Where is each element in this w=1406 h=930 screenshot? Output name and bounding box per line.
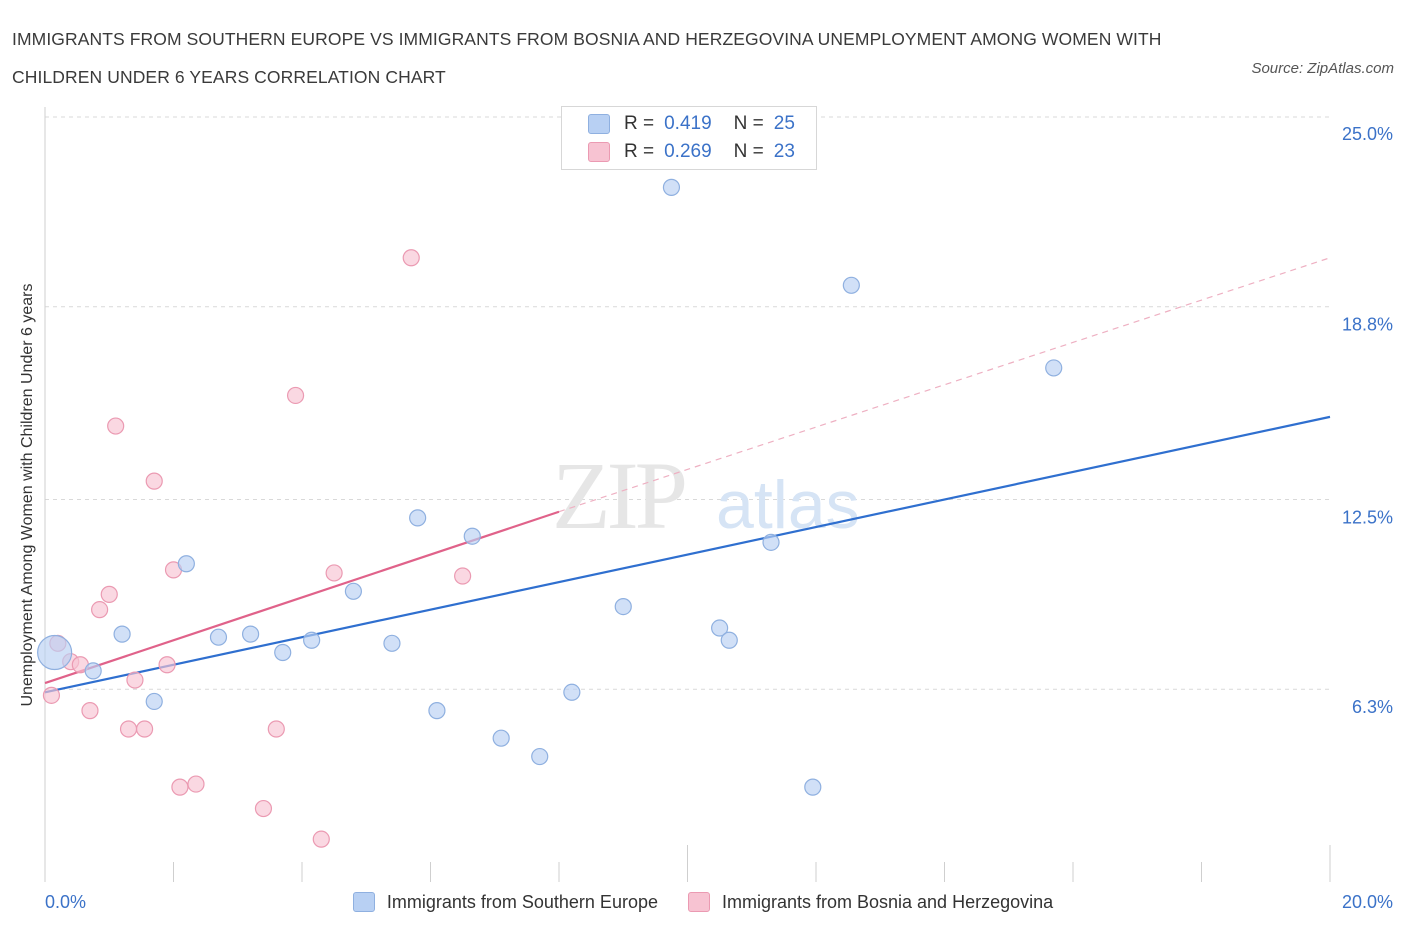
point-southern-europe	[531, 747, 549, 766]
chart-title: IMMIGRANTS FROM SOUTHERN EUROPE VS IMMIG…	[12, 29, 1162, 87]
watermark-zip: ZIP	[552, 442, 685, 549]
point-southern-europe	[428, 702, 446, 720]
point-southern-europe	[720, 631, 738, 649]
legend-label-bosnia: Immigrants from Bosnia and Herzegovina	[721, 891, 1054, 912]
y-axis-label: Unemployment Among Women with Children U…	[19, 283, 36, 707]
legend-r-label: R =	[624, 141, 655, 162]
series-legend: Immigrants from Southern Europe Immigran…	[0, 888, 1406, 916]
legend-n-value: 23	[773, 141, 795, 162]
axes	[44, 107, 1331, 882]
y-tick-label: 12.5%	[1342, 508, 1393, 528]
point-southern-europe	[463, 527, 481, 545]
point-southern-europe	[662, 178, 681, 196]
point-bosnia	[254, 799, 273, 818]
point-southern-europe	[804, 778, 822, 796]
data-points	[37, 178, 1063, 848]
point-southern-europe	[274, 643, 292, 662]
point-southern-europe	[614, 597, 632, 616]
point-bosnia	[126, 671, 144, 689]
point-bosnia	[312, 830, 330, 848]
point-southern-europe	[145, 692, 163, 711]
point-bosnia	[100, 585, 118, 603]
point-southern-europe	[383, 634, 401, 652]
point-bosnia	[81, 702, 99, 720]
point-bosnia	[402, 249, 420, 267]
legend-swatch-blue	[352, 892, 375, 912]
point-southern-europe	[344, 582, 362, 600]
point-southern-europe	[842, 276, 860, 294]
point-bosnia	[267, 720, 285, 738]
point-bosnia	[158, 656, 176, 674]
point-southern-europe	[177, 555, 195, 573]
point-southern-europe	[563, 683, 581, 701]
legend-item-southern-europe: Immigrants from Southern Europe	[352, 891, 658, 913]
point-bosnia	[286, 386, 305, 405]
legend-row-bosnia: R = 0.269 N = 23	[588, 140, 795, 164]
x-tick-label: 20.0%	[1342, 892, 1393, 912]
legend-r-value: 0.269	[664, 141, 712, 162]
point-southern-europe	[711, 619, 729, 637]
point-southern-europe	[209, 628, 228, 646]
y-tick-label: 18.8%	[1342, 315, 1393, 335]
point-southern-europe	[1045, 359, 1063, 377]
point-bosnia	[187, 775, 205, 793]
legend-row-southern-europe: R = 0.419 N = 25	[588, 112, 795, 136]
legend-swatch-pink	[588, 142, 610, 162]
point-bosnia	[119, 720, 138, 738]
legend-n-value: 25	[773, 113, 795, 134]
point-southern-europe	[762, 533, 780, 551]
point-bosnia	[135, 720, 154, 738]
point-bosnia	[454, 567, 472, 585]
y-tick-label: 6.3%	[1352, 697, 1393, 717]
watermark-atlas: atlas	[716, 467, 860, 543]
point-bosnia	[42, 686, 61, 704]
point-southern-europe	[409, 509, 427, 527]
point-bosnia	[171, 778, 189, 796]
trend-line-southern-europe	[44, 415, 1331, 694]
legend-n-label: N =	[733, 113, 764, 134]
y-tick-label: 25.0%	[1342, 124, 1393, 144]
trend-line-bosnia-extended	[558, 257, 1331, 513]
point-bosnia	[107, 417, 125, 435]
source-label: Source: ZipAtlas.com	[1251, 60, 1394, 77]
point-bosnia	[91, 601, 109, 619]
trend-line-bosnia	[44, 510, 560, 685]
legend-r-label: R =	[624, 113, 655, 134]
watermark: ZIP atlas	[552, 442, 860, 549]
grid-lines	[45, 116, 1330, 690]
point-bosnia	[325, 564, 343, 582]
point-southern-europe	[492, 729, 510, 747]
tick-labels: 6.3% 12.5% 18.8% 25.0% 0.0% 20.0%	[45, 124, 1393, 912]
legend-swatch-pink	[687, 892, 710, 912]
legend-item-bosnia: Immigrants from Bosnia and Herzegovina	[687, 891, 1054, 913]
correlation-legend: R = 0.419 N = 25 R = 0.269 N = 23	[561, 106, 817, 170]
legend-r-value: 0.419	[664, 113, 712, 134]
x-tick-label: 0.0%	[45, 892, 86, 912]
point-bosnia	[145, 472, 163, 490]
point-southern-europe	[242, 625, 260, 643]
point-southern-europe	[303, 631, 321, 649]
point-southern-europe	[37, 634, 73, 671]
point-southern-europe	[84, 662, 102, 680]
legend-swatch-blue	[588, 114, 610, 134]
point-southern-europe	[113, 625, 131, 643]
legend-n-label: N =	[733, 141, 764, 162]
legend-label-southern-europe: Immigrants from Southern Europe	[386, 891, 658, 912]
trend-lines	[44, 257, 1331, 694]
